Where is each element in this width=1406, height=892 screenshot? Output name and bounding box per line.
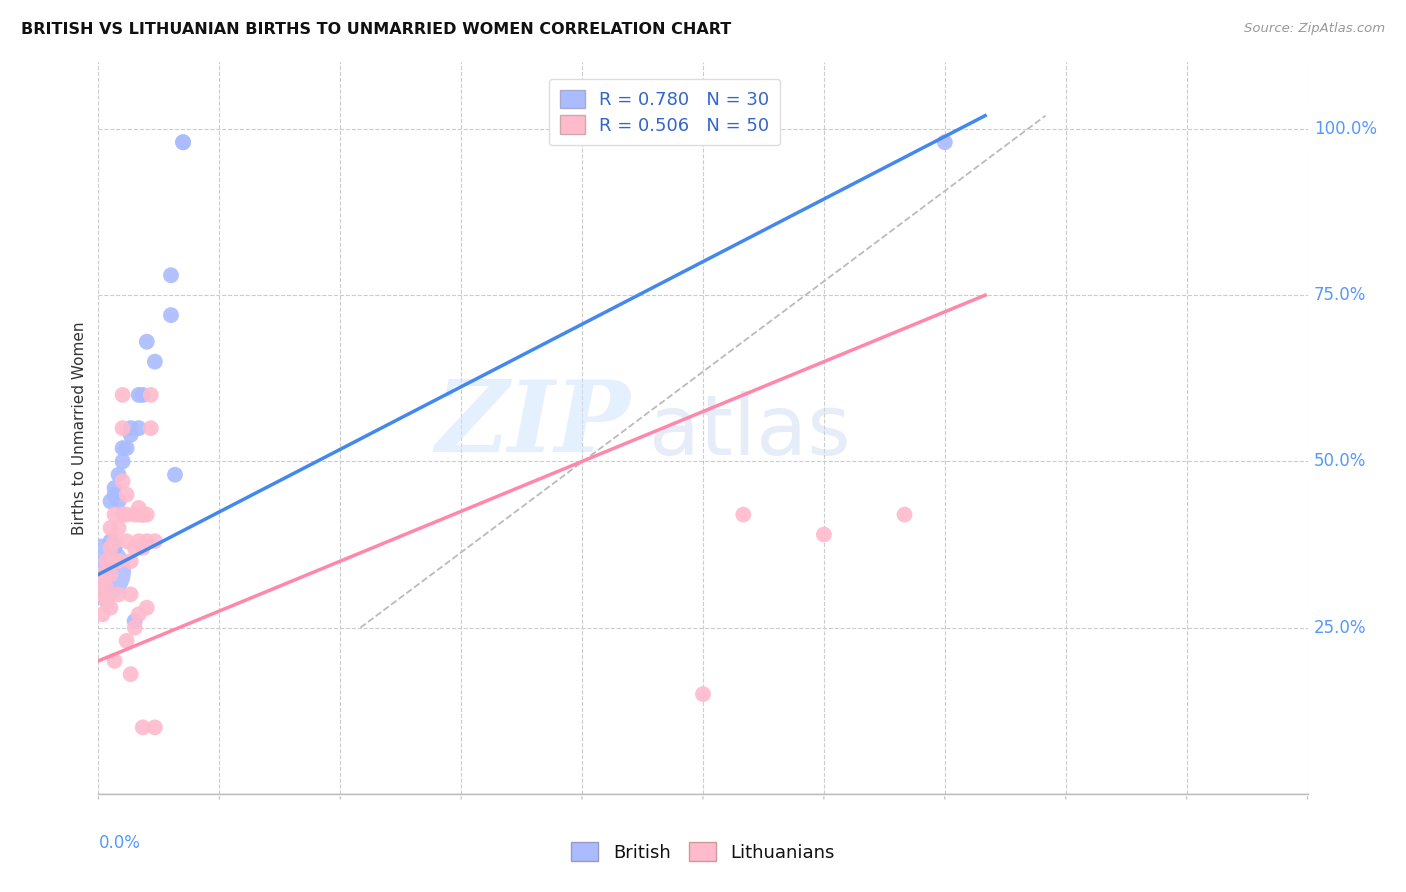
- Point: [115, 488, 138, 502]
- Point: [160, 308, 183, 322]
- Point: [172, 135, 194, 149]
- Point: [128, 388, 150, 402]
- Point: [91, 587, 114, 601]
- Legend: British, Lithuanians: British, Lithuanians: [564, 835, 842, 869]
- Point: [143, 534, 166, 549]
- Point: [91, 567, 114, 582]
- Point: [111, 475, 134, 489]
- Point: [124, 621, 146, 635]
- Point: [103, 488, 125, 502]
- Point: [128, 534, 150, 549]
- Point: [115, 508, 138, 522]
- Point: [111, 388, 134, 402]
- Point: [163, 467, 186, 482]
- Point: [128, 500, 150, 515]
- Point: [120, 554, 142, 568]
- Point: [100, 534, 122, 549]
- Point: [107, 554, 129, 568]
- Point: [96, 581, 118, 595]
- Point: [103, 654, 125, 668]
- Point: [143, 354, 166, 368]
- Point: [107, 521, 129, 535]
- Point: [139, 388, 162, 402]
- Text: 25.0%: 25.0%: [1313, 619, 1367, 637]
- Point: [96, 594, 118, 608]
- Point: [128, 607, 150, 622]
- Point: [100, 554, 122, 568]
- Text: BRITISH VS LITHUANIAN BIRTHS TO UNMARRIED WOMEN CORRELATION CHART: BRITISH VS LITHUANIAN BIRTHS TO UNMARRIE…: [21, 22, 731, 37]
- Point: [135, 534, 157, 549]
- Text: 100.0%: 100.0%: [1313, 120, 1376, 138]
- Point: [103, 554, 125, 568]
- Point: [111, 421, 134, 435]
- Text: 50.0%: 50.0%: [1313, 452, 1367, 470]
- Point: [100, 567, 122, 582]
- Point: [91, 574, 114, 588]
- Text: Source: ZipAtlas.com: Source: ZipAtlas.com: [1244, 22, 1385, 36]
- Point: [124, 508, 146, 522]
- Point: [91, 607, 114, 622]
- Point: [120, 421, 142, 435]
- Point: [96, 594, 118, 608]
- Point: [91, 574, 114, 588]
- Point: [934, 135, 956, 149]
- Point: [115, 441, 138, 455]
- Point: [132, 541, 155, 555]
- Point: [107, 494, 129, 508]
- Point: [100, 521, 122, 535]
- Point: [132, 388, 155, 402]
- Point: [103, 508, 125, 522]
- Point: [733, 508, 755, 522]
- Point: [100, 494, 122, 508]
- Point: [128, 421, 150, 435]
- Text: atlas: atlas: [648, 392, 851, 473]
- Point: [103, 481, 125, 495]
- Point: [124, 614, 146, 628]
- Y-axis label: Births to Unmarried Women: Births to Unmarried Women: [72, 321, 87, 535]
- Point: [692, 687, 714, 701]
- Point: [96, 581, 118, 595]
- Point: [103, 534, 125, 549]
- Point: [96, 554, 118, 568]
- Point: [139, 421, 162, 435]
- Point: [111, 441, 134, 455]
- Point: [120, 667, 142, 681]
- Point: [128, 508, 150, 522]
- Point: [893, 508, 915, 522]
- Point: [115, 634, 138, 648]
- Point: [160, 268, 183, 283]
- Point: [172, 135, 194, 149]
- Point: [111, 508, 134, 522]
- Point: [135, 334, 157, 349]
- Point: [87, 564, 110, 578]
- Point: [132, 720, 155, 734]
- Point: [813, 527, 835, 541]
- Text: 0.0%: 0.0%: [98, 834, 141, 852]
- Point: [143, 720, 166, 734]
- Point: [111, 454, 134, 468]
- Point: [135, 600, 157, 615]
- Point: [120, 427, 142, 442]
- Point: [100, 600, 122, 615]
- Text: ZIP: ZIP: [436, 376, 630, 473]
- Point: [91, 587, 114, 601]
- Point: [135, 508, 157, 522]
- Point: [115, 534, 138, 549]
- Point: [120, 587, 142, 601]
- Point: [132, 508, 155, 522]
- Point: [132, 508, 155, 522]
- Point: [124, 541, 146, 555]
- Point: [107, 587, 129, 601]
- Point: [103, 541, 125, 555]
- Point: [107, 467, 129, 482]
- Text: 75.0%: 75.0%: [1313, 286, 1367, 304]
- Point: [100, 541, 122, 555]
